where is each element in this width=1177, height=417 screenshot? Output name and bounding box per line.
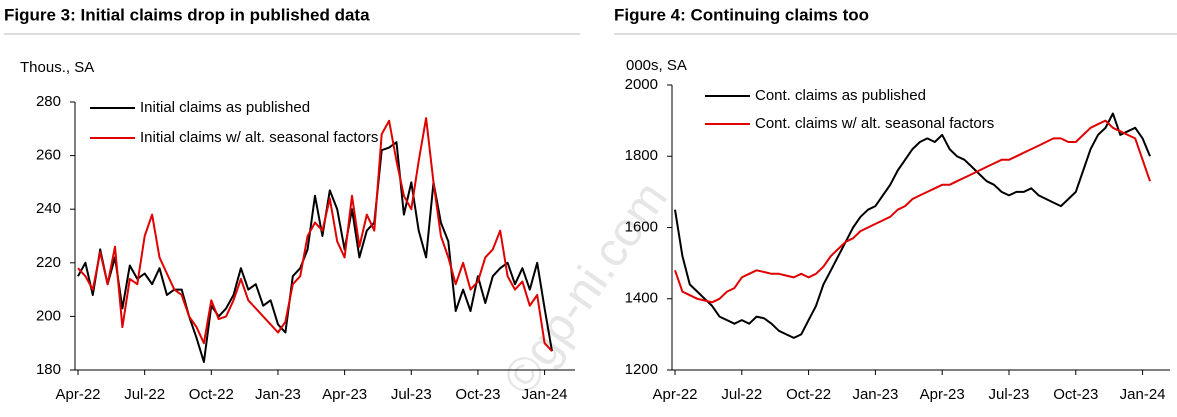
- x-tick-label: Jan-23: [852, 386, 898, 403]
- y-tick-label: 2000: [625, 76, 658, 93]
- y-tick-label: 260: [36, 147, 61, 164]
- y-axis-label: Thous., SA: [20, 59, 94, 76]
- y-tick-label: 1800: [625, 147, 658, 164]
- chart-title: Figure 3: Initial claims drop in publish…: [4, 5, 370, 24]
- legend-label: Cont. claims w/ alt. seasonal factors: [755, 115, 994, 132]
- x-tick-label: Apr-22: [652, 386, 697, 403]
- series-line: [77, 141, 553, 363]
- legend-label: Cont. claims as published: [755, 87, 926, 104]
- y-tick-label: 220: [36, 254, 61, 271]
- x-tick-label: Jul-23: [391, 386, 432, 403]
- series-line: [674, 119, 1151, 304]
- x-tick-label: Apr-22: [55, 386, 100, 403]
- x-tick-label: Jul-22: [721, 386, 762, 403]
- x-tick-label: Jul-22: [124, 386, 165, 403]
- y-tick-label: 1400: [625, 290, 658, 307]
- y-tick-label: 200: [36, 307, 61, 324]
- x-tick-label: Oct-23: [1053, 386, 1098, 403]
- x-tick-label: Jan-24: [522, 386, 568, 403]
- y-tick-label: 1600: [625, 218, 658, 235]
- x-tick-label: Jan-24: [1120, 386, 1166, 403]
- x-tick-label: Jul-23: [989, 386, 1030, 403]
- legend-label: Initial claims w/ alt. seasonal factors: [140, 129, 378, 146]
- legend-label: Initial claims as published: [140, 99, 310, 116]
- x-tick-label: Oct-23: [455, 386, 500, 403]
- chart-title: Figure 4: Continuing claims too: [614, 5, 869, 24]
- x-tick-label: Apr-23: [322, 386, 367, 403]
- x-tick-label: Oct-22: [189, 386, 234, 403]
- x-tick-label: Apr-23: [920, 386, 965, 403]
- x-tick-label: Oct-22: [786, 386, 831, 403]
- y-tick-label: 280: [36, 93, 61, 110]
- y-tick-label: 180: [36, 361, 61, 378]
- y-tick-label: 240: [36, 200, 61, 217]
- series-line: [674, 112, 1151, 339]
- x-tick-label: Jan-23: [255, 386, 301, 403]
- series-line: [77, 117, 553, 352]
- y-axis-label: 000s, SA: [626, 57, 687, 74]
- y-tick-label: 1200: [625, 361, 658, 378]
